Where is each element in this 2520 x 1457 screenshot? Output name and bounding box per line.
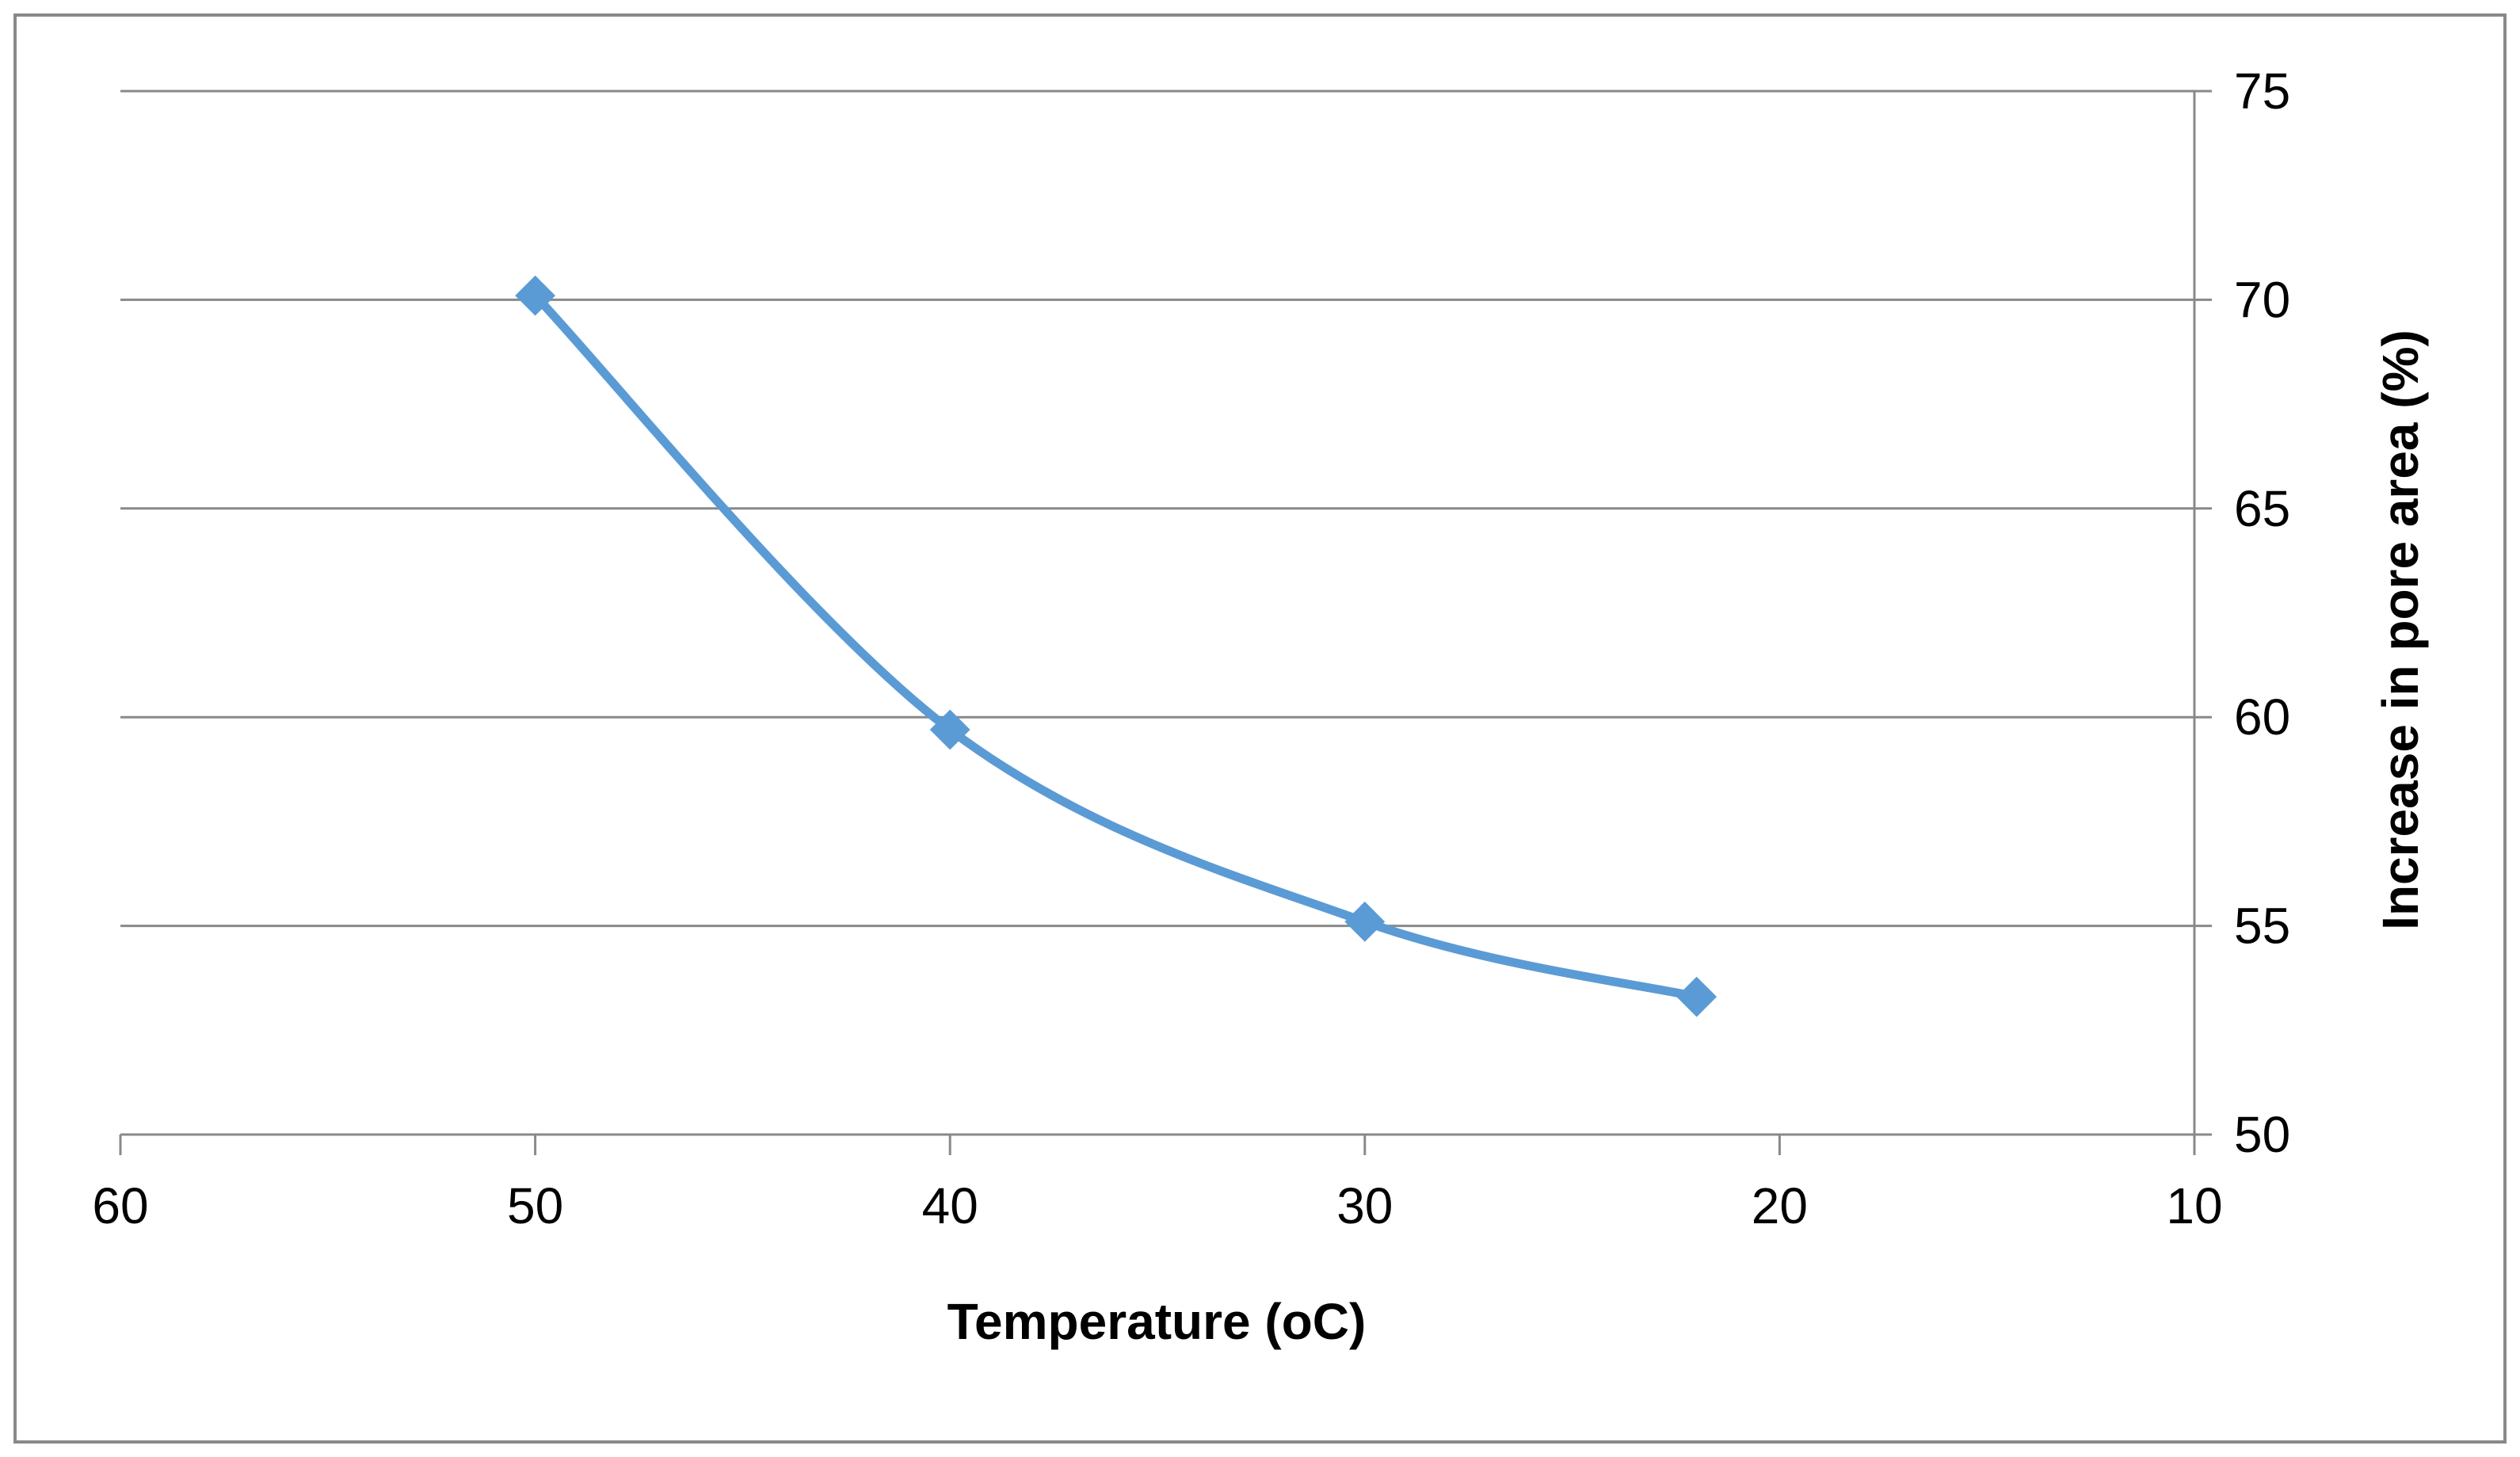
chart-border — [13, 13, 2507, 1444]
gridlines — [120, 90, 2194, 928]
x-tick-label: 10 — [2166, 1177, 2222, 1234]
x-tick-label: 20 — [1752, 1177, 1808, 1234]
x-tick-label: 50 — [507, 1177, 563, 1234]
tick-labels: 75 70 65 60 55 50 60 50 40 30 20 10 — [92, 63, 2290, 1234]
y-tick-label: 75 — [2234, 63, 2290, 120]
y-axis-title: Increase in pore area (%) — [2372, 330, 2429, 930]
x-tick-label: 60 — [92, 1177, 148, 1234]
y-tick-label: 50 — [2234, 1106, 2290, 1163]
x-tick-label: 40 — [922, 1177, 978, 1234]
data-point-marker-0 — [515, 275, 556, 316]
y-tick-label: 70 — [2234, 271, 2290, 328]
data-point-marker-2 — [1344, 901, 1386, 942]
data-point-marker-1 — [929, 709, 970, 750]
series-layer — [515, 275, 1717, 1017]
y-tick-label: 65 — [2234, 480, 2290, 537]
data-point-marker-3 — [1676, 976, 1717, 1017]
series-line-0 — [531, 291, 1702, 1001]
y-tick-label: 55 — [2234, 898, 2290, 955]
y-tick-label: 60 — [2234, 688, 2290, 746]
x-axis-title: Temperature (oC) — [947, 1293, 1367, 1350]
x-tick-label: 30 — [1336, 1177, 1393, 1234]
axes — [119, 90, 2212, 1155]
